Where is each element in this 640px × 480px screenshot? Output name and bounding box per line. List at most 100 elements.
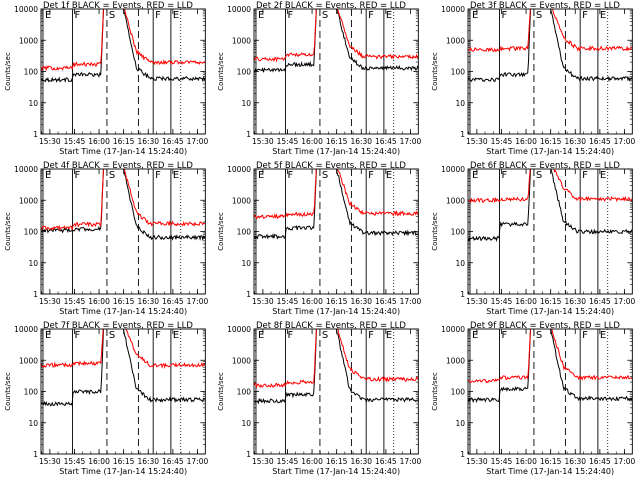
x-tick-label: 15:30 (252, 297, 274, 306)
y-tick-label: 1000 (446, 196, 465, 205)
time-marker-label: E (600, 330, 606, 341)
plot-frame (467, 8, 633, 135)
y-tick-label: 1000 (446, 356, 465, 365)
y-tick-label: 1000 (19, 356, 38, 365)
x-axis-label: Start Time (17-Jan-14 15:24:40) (486, 467, 614, 476)
x-tick-label: 16:45 (375, 457, 397, 466)
chart-panel-9: Det 9f BLACK = Events, RED = LLD Counts/s… (431, 321, 635, 476)
y-tick-label: 100 (237, 68, 252, 77)
plot-frame (467, 328, 633, 455)
time-marker-label: S (322, 10, 328, 21)
x-tick-label: 16:30 (137, 297, 159, 306)
time-marker-label: S (109, 330, 115, 341)
time-marker-label: F (288, 330, 294, 341)
chart-title: Det 2f BLACK = Events, RED = LLD (256, 1, 406, 11)
chart-title: Det 9f BLACK = Events, RED = LLD (470, 321, 620, 331)
y-tick-label: 10 (455, 419, 465, 428)
x-axis-label: Start Time (17-Jan-14 15:24:40) (59, 307, 187, 316)
x-tick-label: 16:30 (137, 457, 159, 466)
x-axis-label: Start Time (17-Jan-14 15:24:40) (486, 147, 614, 156)
time-marker-label: E (600, 170, 606, 181)
y-axis-label: Counts/sec (4, 52, 12, 91)
time-marker-label: E (45, 10, 51, 21)
y-tick-label: 100 (24, 388, 39, 397)
y-tick-label: 10000 (14, 165, 38, 174)
chart-panel-3: Det 3f BLACK = Events, RED = LLD Counts/s… (431, 1, 635, 156)
time-marker-label: F (369, 170, 375, 181)
x-tick-label: 15:30 (39, 297, 61, 306)
y-tick-label: 1 (460, 130, 465, 139)
time-marker-label: E (472, 330, 478, 341)
y-tick-label: 1 (33, 290, 38, 299)
time-marker-label: E (386, 170, 392, 181)
time-marker-label: S (536, 330, 542, 341)
y-tick-label: 1000 (446, 36, 465, 45)
chart-title: Det 5f BLACK = Events, RED = LLD (256, 161, 406, 171)
time-marker-label: F (501, 10, 507, 21)
y-tick-label: 10 (455, 259, 465, 268)
y-tick-label: 1 (247, 130, 252, 139)
chart-title: Det 4f BLACK = Events, RED = LLD (43, 161, 193, 171)
time-marker-label: F (155, 10, 161, 21)
x-tick-label: 16:00 (302, 137, 324, 146)
plot-frame (253, 328, 420, 455)
x-tick-label: 15:30 (252, 137, 274, 146)
time-marker-label: S (322, 330, 328, 341)
time-marker-label: S (322, 170, 328, 181)
plot-frame (40, 8, 206, 135)
time-marker-label: F (74, 10, 80, 21)
y-tick-label: 10000 (441, 5, 465, 14)
time-marker-label: E (386, 10, 392, 21)
x-tick-label: 16:30 (351, 297, 373, 306)
time-marker-label: S (536, 10, 542, 21)
time-marker-label: F (501, 170, 507, 181)
series-events (467, 329, 632, 404)
y-tick-label: 10000 (441, 165, 465, 174)
time-marker-label: E (258, 330, 264, 341)
x-tick-label: 15:45 (490, 137, 512, 146)
x-tick-label: 16:30 (351, 457, 373, 466)
x-tick-label: 17:00 (400, 297, 422, 306)
y-tick-label: 100 (24, 68, 39, 77)
x-tick-label: 15:30 (466, 457, 488, 466)
time-marker-label: F (369, 10, 375, 21)
series-events (254, 9, 419, 73)
series-events (467, 9, 632, 83)
time-marker-label: E (173, 330, 179, 341)
plot-frame (467, 168, 633, 295)
series-lld (467, 169, 632, 204)
time-marker-label: E (258, 10, 264, 21)
y-axis-label: Counts/sec (217, 372, 225, 411)
time-marker-label: F (288, 10, 294, 21)
y-axis-label: Counts/sec (431, 372, 439, 411)
plot-frame (40, 328, 206, 455)
time-marker-label: F (155, 170, 161, 181)
x-tick-label: 16:15 (326, 137, 348, 146)
x-tick-label: 16:00 (515, 297, 537, 306)
x-tick-label: 16:15 (326, 457, 348, 466)
x-tick-label: 15:45 (277, 137, 299, 146)
y-tick-label: 100 (237, 228, 252, 237)
x-tick-label: 16:45 (589, 137, 611, 146)
series-lld (254, 169, 419, 220)
y-tick-label: 10 (28, 259, 38, 268)
time-marker-label: F (582, 330, 588, 341)
series-events (41, 9, 206, 84)
y-tick-label: 10 (242, 99, 252, 108)
time-marker-label: E (472, 170, 478, 181)
y-tick-label: 1 (247, 450, 252, 459)
x-tick-label: 16:00 (88, 297, 110, 306)
y-tick-label: 1 (247, 290, 252, 299)
chart-panel-5: Det 5f BLACK = Events, RED = LLD Counts/s… (217, 161, 422, 316)
y-tick-label: 100 (237, 388, 252, 397)
x-tick-label: 16:45 (162, 297, 184, 306)
series-events (41, 169, 206, 242)
time-marker-label: S (536, 170, 542, 181)
x-tick-label: 17:00 (187, 457, 209, 466)
x-tick-label: 16:00 (302, 297, 324, 306)
x-tick-label: 16:45 (589, 457, 611, 466)
time-marker-label: E (173, 170, 179, 181)
x-tick-label: 16:00 (88, 457, 110, 466)
y-tick-label: 1 (460, 450, 465, 459)
y-tick-label: 1000 (232, 36, 251, 45)
